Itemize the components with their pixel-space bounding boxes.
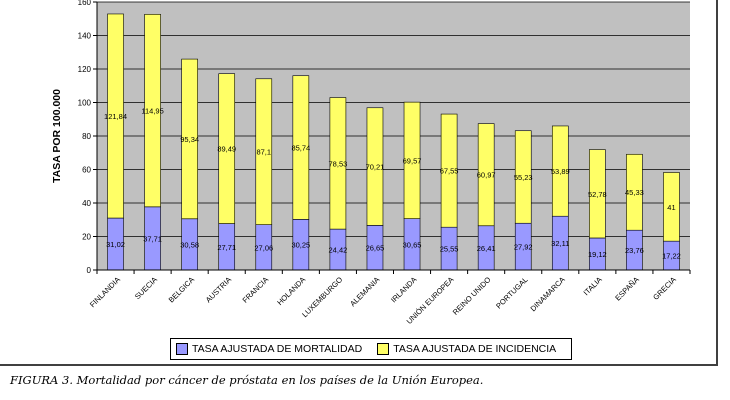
x-tick-label: PORTUGAL (494, 275, 529, 310)
data-label-incidence: 95,34 (180, 135, 199, 144)
data-label-mortality: 30,25 (291, 241, 310, 250)
data-label-mortality: 26,65 (366, 244, 385, 253)
data-label-mortality: 27,71 (217, 243, 236, 252)
bar-incidence (366, 107, 384, 226)
bar-incidence (551, 125, 569, 217)
data-label-mortality: 17,22 (662, 252, 681, 261)
bar-incidence (144, 13, 161, 208)
y-tick-label: 80 (82, 132, 91, 141)
legend: TASA AJUSTADA DE MORTALIDAD TASA AJUSTAD… (170, 338, 572, 360)
bar-incidence (514, 130, 532, 224)
y-axis-label: TASA POR 100.000 (51, 89, 63, 183)
y-tick-label: 140 (78, 32, 92, 41)
y-tick-label: 60 (82, 166, 91, 175)
x-tick-label: SUECIA (133, 275, 159, 301)
x-tick-label: REINO UNIDO (451, 275, 493, 317)
data-label-incidence: 55,23 (514, 173, 533, 182)
legend-item-mortality: TASA AJUSTADA DE MORTALIDAD (176, 343, 362, 355)
data-label-mortality: 25,55 (440, 245, 459, 254)
y-tick-label: 0 (87, 266, 92, 275)
data-label-mortality: 37,71 (143, 234, 162, 243)
legend-label-incidence: TASA AJUSTADA DE INCIDENCIA (393, 343, 557, 355)
data-label-mortality: 27,06 (254, 243, 273, 252)
bar-incidence (255, 78, 273, 225)
y-tick-label: 160 (78, 0, 92, 7)
x-tick-label: ESPAÑA (613, 275, 640, 302)
bar-incidence (218, 73, 236, 224)
y-tick-label: 20 (82, 233, 91, 242)
bar-incidence (329, 97, 347, 230)
x-tick-label: FINLANDIA (88, 275, 122, 309)
x-tick-label: ALEMANIA (348, 275, 381, 308)
data-label-incidence: 60,97 (477, 171, 496, 180)
data-label-incidence: 87,1 (256, 148, 271, 157)
data-label-mortality: 23,76 (625, 246, 644, 255)
data-label-incidence: 52,78 (588, 190, 607, 199)
x-tick-label: GRECIA (651, 275, 678, 302)
data-label-mortality: 31,02 (106, 240, 125, 249)
data-label-incidence: 121,84 (104, 112, 127, 121)
data-label-incidence: 69,57 (403, 156, 422, 165)
x-tick-label: ITALIA (582, 275, 604, 297)
legend-item-incidence: TASA AJUSTADA DE INCIDENCIA (377, 343, 556, 355)
x-tick-label: BELGICA (167, 275, 196, 304)
y-tick-label: 40 (82, 199, 91, 208)
data-label-incidence: 78,53 (329, 159, 348, 168)
data-label-incidence: 67,55 (440, 167, 459, 176)
data-label-incidence: 114,95 (141, 107, 163, 116)
data-label-mortality: 27,92 (514, 243, 533, 252)
legend-swatch-incidence (377, 343, 390, 355)
data-label-incidence: 70,21 (366, 163, 385, 172)
data-label-mortality: 19,12 (588, 250, 607, 259)
x-tick-label: IRLANDA (389, 275, 418, 304)
x-tick-label: AUSTRIA (204, 275, 233, 304)
bar-incidence (626, 153, 643, 231)
bar-incidence (440, 113, 458, 228)
data-label-incidence: 45,33 (625, 188, 644, 197)
legend-label-mortality: TASA AJUSTADA DE MORTALIDAD (192, 343, 363, 355)
data-label-mortality: 30,65 (403, 240, 422, 249)
data-label-incidence: 41 (667, 203, 675, 212)
bar-incidence (663, 172, 680, 242)
data-label-incidence: 89,49 (217, 145, 236, 154)
stacked-bar-chart: 0 20 40 60 80 100 120 140 160 FINLANDIA SUECIA BEL… (51, 0, 691, 326)
legend-swatch-mortality (176, 343, 188, 355)
data-label-mortality: 24,42 (329, 246, 348, 255)
x-tick-label: HOLANDA (275, 275, 307, 307)
data-label-incidence: 53,89 (551, 167, 570, 176)
x-tick-label: DINAMARCA (529, 275, 567, 313)
bar-incidence (107, 13, 124, 219)
y-tick-label: 100 (78, 99, 92, 108)
bar-incidence (477, 123, 495, 227)
bar-incidence (589, 149, 606, 239)
data-label-incidence: 85,74 (291, 144, 310, 153)
data-label-mortality: 32,11 (551, 239, 569, 248)
bar-incidence (292, 75, 310, 220)
x-tick-label: FRANCIA (241, 275, 271, 305)
bar-incidence (181, 58, 198, 220)
y-tick-label: 120 (78, 65, 92, 74)
figure-caption: FIGURA 3. Mortalidad por cáncer de próst… (10, 373, 484, 387)
chart-frame: 0 20 40 60 80 100 120 140 160 FINLANDIA SUECIA BEL… (0, 0, 718, 366)
data-label-mortality: 26,41 (477, 244, 496, 253)
bar-incidence (403, 101, 421, 219)
data-label-mortality: 30,58 (180, 240, 199, 249)
